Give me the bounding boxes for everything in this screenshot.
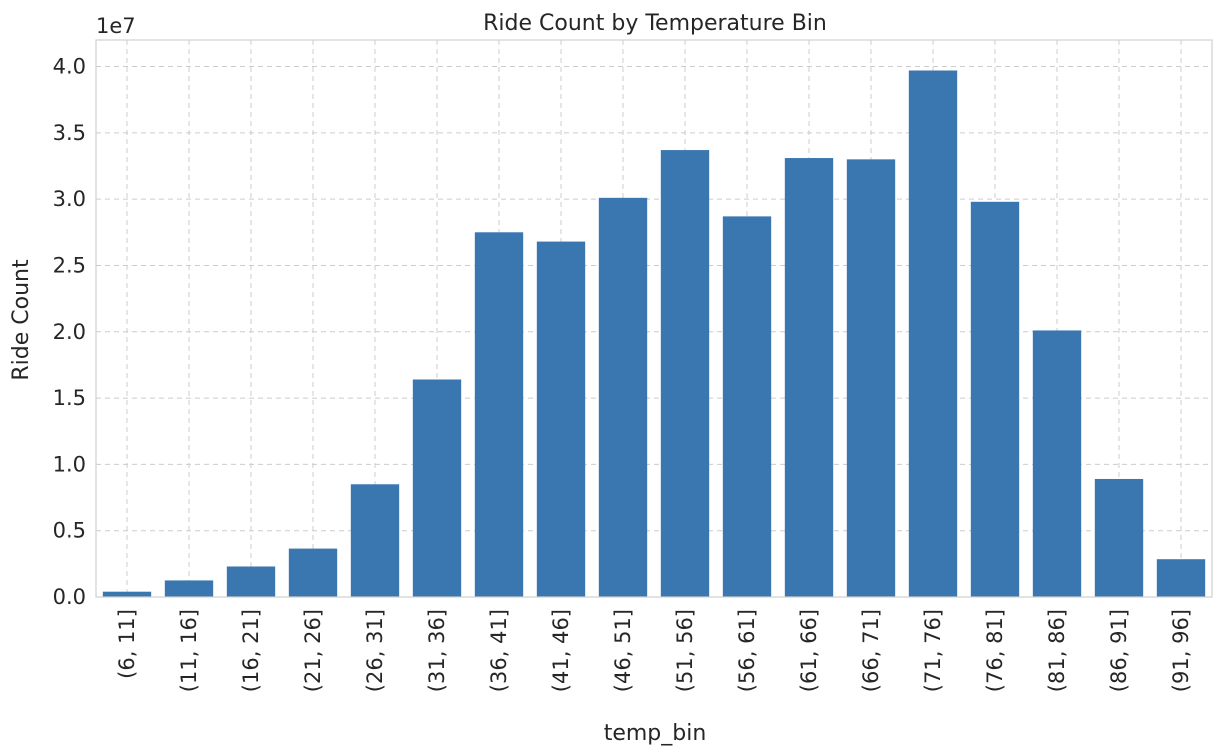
bar [536,241,586,598]
x-tick-label: (81, 86] [1045,609,1069,692]
bar [102,591,152,597]
x-tick-label: (86, 91] [1107,609,1131,692]
x-tick-label: (76, 81] [983,609,1007,692]
bar [1156,559,1206,597]
bar [784,158,834,597]
y-tick-label: 1.5 [53,386,86,410]
x-tick-label: (61, 66] [797,609,821,692]
x-tick-label: (26, 31] [363,609,387,692]
bar [722,216,772,597]
y-axis-label: Ride Count [9,259,34,381]
y-tick-label: 4.0 [53,55,86,79]
x-tick-label: (56, 61] [735,609,759,692]
y-tick-label: 0.0 [53,585,86,609]
bar [1032,330,1082,597]
bar [660,150,710,598]
bar [846,159,896,597]
x-axis-label: temp_bin [604,721,707,746]
x-tick-label: (51, 56] [673,609,697,692]
bar [288,548,338,597]
x-tick-label: (31, 36] [425,609,449,692]
x-tick-label: (46, 51] [611,609,635,692]
y-tick-label: 1.0 [53,452,86,476]
x-tick-label: (16, 21] [239,609,263,692]
bar [970,201,1020,598]
x-tick-label: (71, 76] [921,609,945,692]
x-tick-label: (21, 26] [301,609,325,692]
bar [350,484,400,597]
x-tick-label: (11, 16] [177,609,201,692]
x-tick-label: (6, 11] [115,609,139,679]
x-axis-ticks: (6, 11] (11, 16] (16, 21] (21, 26] (26, 31] (… [115,609,1193,692]
y-tick-label: 2.0 [53,320,86,344]
bar [412,379,462,597]
x-tick-label: (91, 96] [1169,609,1193,692]
x-tick-label: (41, 46] [549,609,573,692]
y-tick-label: 2.5 [53,253,86,277]
bar [226,566,276,597]
y-axis-ticks: 0.0 0.5 1.0 1.5 2.0 2.5 3.0 3.5 4.0 [53,55,86,609]
bar [474,232,524,598]
bar [1094,478,1144,597]
y-axis-offset-label: 1e7 [96,14,136,38]
chart-title: Ride Count by Temperature Bin [483,11,827,36]
x-tick-label: (66, 71] [859,609,883,692]
bars [102,70,1206,598]
bar [908,70,958,597]
bar [164,580,214,597]
bar [598,197,648,598]
x-tick-label: (36, 41] [487,609,511,692]
grid [96,40,1212,598]
y-tick-label: 0.5 [53,519,86,543]
y-tick-label: 3.5 [53,121,86,145]
y-tick-label: 3.0 [53,187,86,211]
plot-frame [95,39,1213,598]
